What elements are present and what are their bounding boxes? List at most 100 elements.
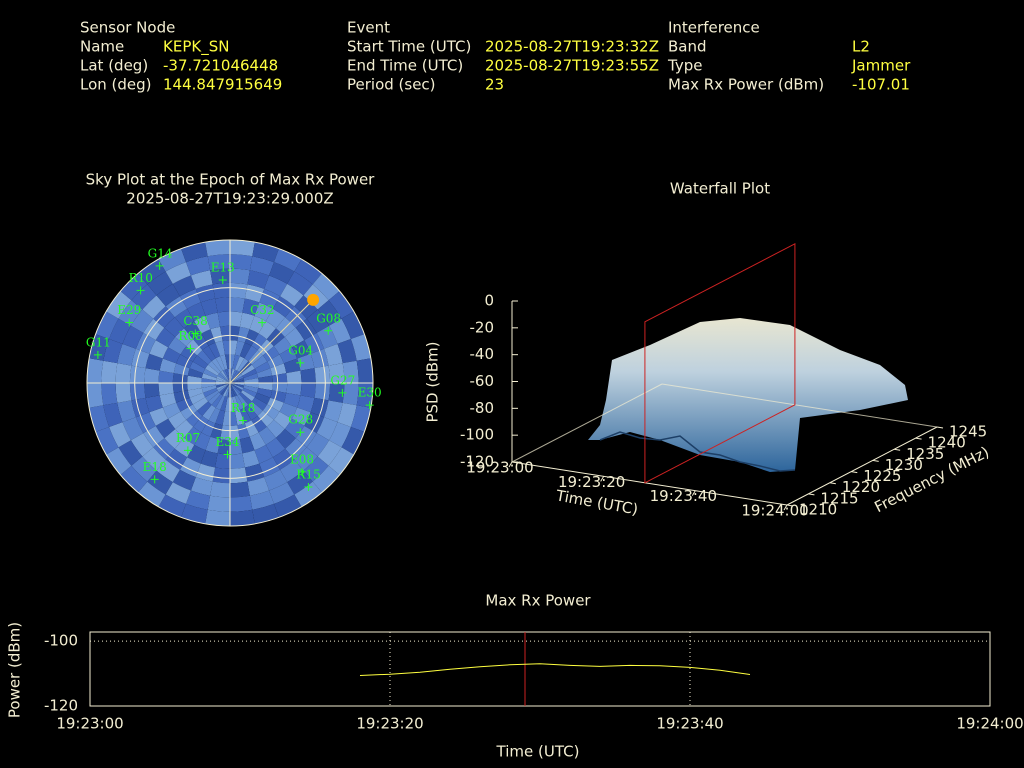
sky-cell (212, 282, 230, 299)
sky-cell (230, 383, 245, 388)
sky-cell (205, 390, 219, 402)
z-tick-label: -120 (460, 453, 494, 471)
sky-cell (176, 354, 193, 369)
sky-cell (264, 275, 288, 297)
sky-cell (230, 397, 235, 412)
sky-cell (244, 329, 259, 346)
sky-cell (244, 378, 259, 383)
sky-cell (350, 405, 371, 432)
satellite-label: G08 (316, 311, 341, 325)
sky-cell (200, 298, 218, 316)
z-tick-label: 0 (484, 292, 494, 310)
sky-cell (272, 448, 295, 470)
sky-cell (215, 395, 226, 410)
x-axis-label: Time (UTC) (496, 743, 580, 761)
sky-cell (131, 348, 150, 369)
field-label: Period (sec) (347, 76, 436, 94)
y-tick-label: -100 (44, 632, 78, 650)
satellite-marker (191, 329, 200, 338)
sky-cell (230, 383, 235, 398)
sky-cell (230, 375, 244, 383)
sky-cell (286, 383, 302, 396)
sky-cell (295, 318, 317, 341)
sky-cell (230, 467, 248, 484)
sky-cell (205, 312, 221, 330)
sky-cell (195, 284, 216, 303)
satellite-marker (304, 483, 313, 492)
x-tick-label: 19:23:00 (466, 459, 533, 477)
sky-cell (180, 346, 198, 362)
sky-cell (192, 397, 209, 411)
sky-cell (118, 300, 143, 326)
satellite-label: G14 (148, 246, 173, 260)
satellite-marker (125, 318, 134, 327)
sky-cell (328, 363, 345, 383)
y-tick-label: 1220 (842, 478, 880, 496)
time-axis (511, 461, 788, 506)
sky-cell (328, 383, 345, 403)
field-label: Lat (deg) (80, 57, 148, 75)
sky-cell (247, 270, 270, 289)
sky-cell (234, 356, 245, 371)
satellite-label: E29 (117, 303, 141, 317)
sky-cell (216, 375, 230, 383)
sky-cell (294, 481, 322, 507)
sky-cell (143, 425, 165, 448)
sky-cell (276, 429, 296, 449)
sky-cell (186, 339, 203, 356)
sky-cell (187, 375, 202, 383)
sky-cell (232, 354, 240, 370)
sky-cell (158, 494, 186, 518)
sky-cell (225, 368, 230, 383)
z-tick-label: -20 (470, 318, 495, 336)
power-line (359, 663, 751, 676)
sky-cell (129, 383, 146, 401)
sky-cell (186, 256, 211, 276)
sky-cell (272, 383, 288, 393)
sky-cell (174, 308, 195, 329)
sky-cell (225, 397, 230, 412)
sky-cell (205, 240, 230, 257)
sky-cell (172, 275, 196, 297)
y-tick-label: 1210 (799, 501, 837, 519)
field-value: Jammer (851, 57, 911, 75)
sky-cell (103, 402, 123, 427)
sky-cell (201, 420, 216, 437)
sky-cell (317, 300, 342, 326)
sky-cell (165, 448, 188, 470)
sky-cell (202, 404, 216, 421)
sky-cell (147, 271, 173, 296)
sky-cell (287, 271, 313, 296)
sky-cell (337, 402, 357, 427)
sky-cell (230, 453, 245, 469)
sky-cell (230, 370, 240, 383)
sky-cell (155, 418, 176, 439)
sky-cell (295, 425, 317, 448)
sky-cell (270, 390, 287, 403)
sky-cell (89, 405, 110, 432)
sky-cell (258, 321, 276, 340)
sky-cell (207, 254, 230, 271)
sky-cell (328, 447, 354, 475)
sky-cell (220, 354, 228, 370)
sky-cell (158, 383, 174, 396)
sky-cell (222, 369, 230, 383)
sky-cell (211, 358, 223, 372)
y-tick (894, 448, 901, 451)
y-tick-label: 1245 (949, 423, 987, 441)
sky-cell (176, 397, 193, 412)
sky-cell (115, 383, 132, 403)
sky-cell (273, 411, 292, 429)
satellite-marker (223, 450, 232, 459)
sky-cell (147, 470, 173, 495)
sky-cell (300, 383, 316, 398)
sky-cell (230, 481, 250, 498)
sky-cell (230, 378, 245, 383)
sky-cell (215, 380, 230, 383)
sky-cell (232, 396, 240, 412)
floor-edge (661, 383, 938, 428)
x-tick-label: 19:23:20 (558, 473, 625, 491)
sky-cell (173, 363, 190, 376)
sky-cell (254, 444, 273, 464)
sky-cell (279, 402, 298, 419)
